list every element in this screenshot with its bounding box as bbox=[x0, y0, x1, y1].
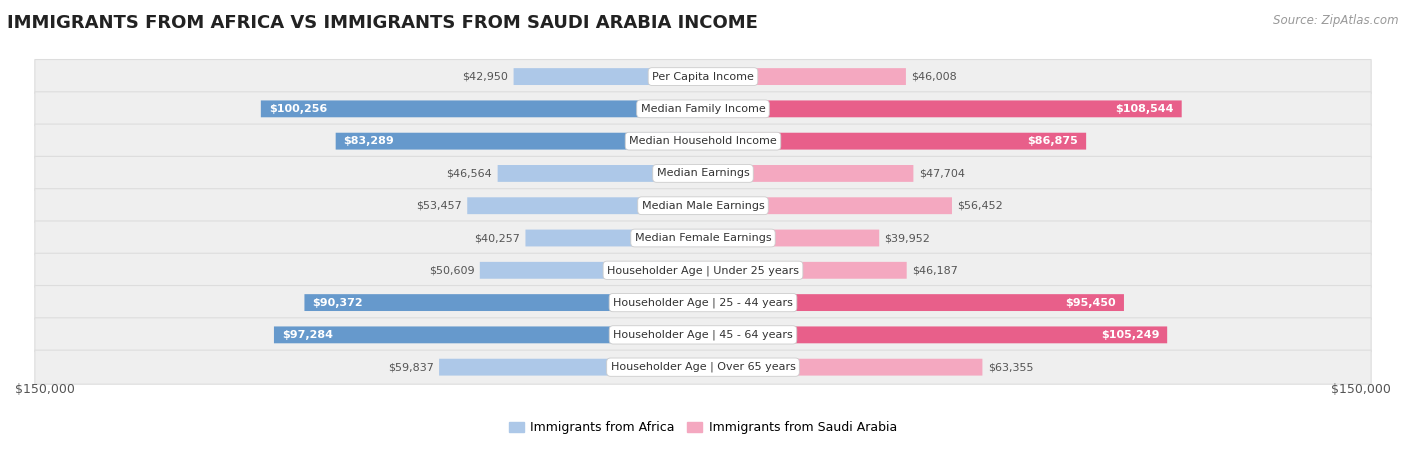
FancyBboxPatch shape bbox=[703, 197, 952, 214]
FancyBboxPatch shape bbox=[336, 133, 703, 149]
Text: $86,875: $86,875 bbox=[1028, 136, 1078, 146]
FancyBboxPatch shape bbox=[703, 326, 1167, 343]
Text: Householder Age | 45 - 64 years: Householder Age | 45 - 64 years bbox=[613, 330, 793, 340]
FancyBboxPatch shape bbox=[35, 253, 1371, 287]
Text: $150,000: $150,000 bbox=[1331, 382, 1391, 396]
Legend: Immigrants from Africa, Immigrants from Saudi Arabia: Immigrants from Africa, Immigrants from … bbox=[505, 417, 901, 439]
Text: $83,289: $83,289 bbox=[343, 136, 394, 146]
Text: $56,452: $56,452 bbox=[957, 201, 1002, 211]
FancyBboxPatch shape bbox=[35, 92, 1371, 126]
FancyBboxPatch shape bbox=[526, 230, 703, 247]
Text: $40,257: $40,257 bbox=[474, 233, 520, 243]
FancyBboxPatch shape bbox=[262, 100, 703, 117]
FancyBboxPatch shape bbox=[703, 133, 1087, 149]
Text: Householder Age | Over 65 years: Householder Age | Over 65 years bbox=[610, 362, 796, 372]
Text: $150,000: $150,000 bbox=[15, 382, 75, 396]
Text: $53,457: $53,457 bbox=[416, 201, 463, 211]
Text: Householder Age | 25 - 44 years: Householder Age | 25 - 44 years bbox=[613, 297, 793, 308]
FancyBboxPatch shape bbox=[274, 326, 703, 343]
Text: IMMIGRANTS FROM AFRICA VS IMMIGRANTS FROM SAUDI ARABIA INCOME: IMMIGRANTS FROM AFRICA VS IMMIGRANTS FRO… bbox=[7, 14, 758, 32]
Text: $46,564: $46,564 bbox=[447, 169, 492, 178]
Text: $50,609: $50,609 bbox=[429, 265, 474, 276]
FancyBboxPatch shape bbox=[439, 359, 703, 375]
Text: Median Female Earnings: Median Female Earnings bbox=[634, 233, 772, 243]
Text: Median Earnings: Median Earnings bbox=[657, 169, 749, 178]
FancyBboxPatch shape bbox=[498, 165, 703, 182]
FancyBboxPatch shape bbox=[305, 294, 703, 311]
Text: Median Family Income: Median Family Income bbox=[641, 104, 765, 114]
Text: $90,372: $90,372 bbox=[312, 297, 363, 308]
FancyBboxPatch shape bbox=[703, 294, 1123, 311]
FancyBboxPatch shape bbox=[467, 197, 703, 214]
FancyBboxPatch shape bbox=[703, 230, 879, 247]
Text: $95,450: $95,450 bbox=[1066, 297, 1116, 308]
Text: $59,837: $59,837 bbox=[388, 362, 434, 372]
FancyBboxPatch shape bbox=[479, 262, 703, 279]
Text: $63,355: $63,355 bbox=[987, 362, 1033, 372]
FancyBboxPatch shape bbox=[35, 189, 1371, 223]
FancyBboxPatch shape bbox=[35, 285, 1371, 319]
FancyBboxPatch shape bbox=[35, 124, 1371, 158]
FancyBboxPatch shape bbox=[35, 318, 1371, 352]
Text: $105,249: $105,249 bbox=[1101, 330, 1159, 340]
Text: $108,544: $108,544 bbox=[1115, 104, 1174, 114]
Text: $46,187: $46,187 bbox=[912, 265, 957, 276]
FancyBboxPatch shape bbox=[703, 359, 983, 375]
FancyBboxPatch shape bbox=[35, 350, 1371, 384]
FancyBboxPatch shape bbox=[513, 68, 703, 85]
Text: Per Capita Income: Per Capita Income bbox=[652, 71, 754, 82]
FancyBboxPatch shape bbox=[703, 165, 914, 182]
Text: $100,256: $100,256 bbox=[269, 104, 328, 114]
Text: $97,284: $97,284 bbox=[281, 330, 333, 340]
Text: Householder Age | Under 25 years: Householder Age | Under 25 years bbox=[607, 265, 799, 276]
FancyBboxPatch shape bbox=[35, 221, 1371, 255]
Text: Median Male Earnings: Median Male Earnings bbox=[641, 201, 765, 211]
Text: $46,008: $46,008 bbox=[911, 71, 957, 82]
FancyBboxPatch shape bbox=[703, 262, 907, 279]
Text: Source: ZipAtlas.com: Source: ZipAtlas.com bbox=[1274, 14, 1399, 27]
FancyBboxPatch shape bbox=[703, 100, 1181, 117]
FancyBboxPatch shape bbox=[35, 59, 1371, 93]
FancyBboxPatch shape bbox=[35, 156, 1371, 191]
Text: Median Household Income: Median Household Income bbox=[628, 136, 778, 146]
Text: $39,952: $39,952 bbox=[884, 233, 931, 243]
Text: $42,950: $42,950 bbox=[463, 71, 509, 82]
Text: $47,704: $47,704 bbox=[918, 169, 965, 178]
FancyBboxPatch shape bbox=[703, 68, 905, 85]
